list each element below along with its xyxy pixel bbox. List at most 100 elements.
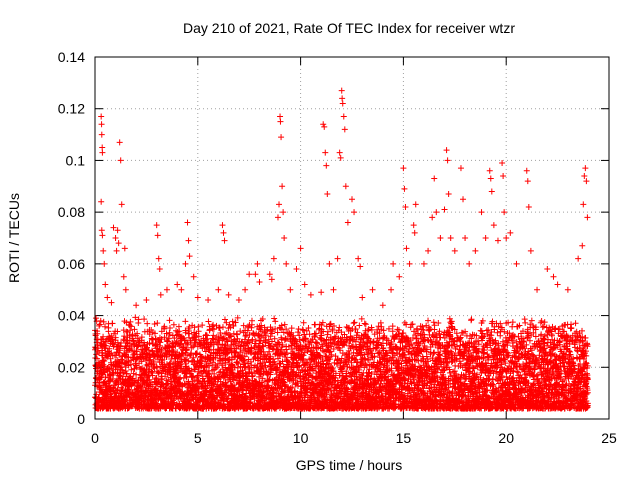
- data-point: [157, 339, 164, 346]
- data-point: [300, 327, 307, 334]
- data-point: [100, 318, 107, 325]
- data-point: [284, 358, 291, 365]
- data-point: [150, 358, 157, 365]
- data-point: [100, 333, 107, 340]
- data-point: [271, 315, 278, 322]
- data-point: [156, 369, 163, 376]
- data-point: [152, 335, 159, 342]
- data-point: [161, 323, 168, 330]
- data-point: [127, 318, 134, 325]
- data-point: [118, 340, 125, 347]
- data-point: [299, 326, 306, 333]
- data-point: [151, 330, 158, 337]
- data-point: [351, 319, 358, 326]
- data-point: [108, 388, 115, 395]
- data-point: [126, 332, 133, 339]
- data-point: [161, 334, 168, 341]
- data-point: [166, 325, 173, 332]
- data-point: [97, 317, 104, 324]
- data-point: [234, 359, 241, 366]
- data-point: [163, 330, 170, 337]
- data-point: [300, 319, 307, 326]
- data-point: [149, 348, 156, 355]
- data-point: [272, 318, 279, 325]
- data-point: [93, 391, 100, 398]
- data-point: [148, 368, 155, 375]
- data-points: [92, 87, 591, 412]
- data-point: [358, 315, 365, 322]
- data-point: [122, 367, 129, 374]
- data-point: [294, 329, 301, 336]
- data-point: [350, 320, 357, 327]
- data-point: [154, 320, 161, 327]
- data-point: [169, 386, 176, 393]
- data-point: [138, 354, 145, 361]
- data-point: [146, 331, 153, 338]
- data-point: [119, 373, 126, 380]
- data-point: [120, 336, 127, 343]
- data-point: [182, 318, 189, 325]
- chart-title: Day 210 of 2021, Rate Of TEC Index for r…: [183, 20, 515, 36]
- data-point: [127, 327, 134, 334]
- data-point: [166, 317, 173, 324]
- data-point: [219, 324, 226, 331]
- data-point: [205, 318, 212, 325]
- data-point: [105, 328, 112, 335]
- data-point: [113, 377, 120, 384]
- data-point: [141, 316, 148, 323]
- data-point: [176, 328, 183, 335]
- data-point: [97, 385, 104, 392]
- data-point: [134, 355, 141, 362]
- data-point: [108, 350, 115, 357]
- data-point: [96, 321, 103, 328]
- data-point: [164, 337, 171, 344]
- data-point: [135, 316, 142, 323]
- data-point: [362, 321, 369, 328]
- data-point: [149, 372, 156, 379]
- data-point: [281, 321, 288, 328]
- data-point: [170, 347, 177, 354]
- data-point: [114, 328, 121, 335]
- data-point: [165, 335, 172, 342]
- data-point: [131, 326, 138, 333]
- data-point: [121, 333, 128, 340]
- data-point: [146, 340, 153, 347]
- data-point: [133, 364, 140, 371]
- data-point: [146, 376, 153, 383]
- data-point: [102, 323, 108, 330]
- data-point: [111, 330, 118, 337]
- data-point: [147, 379, 154, 386]
- data-point: [120, 327, 127, 334]
- data-point: [430, 319, 437, 326]
- data-point: [158, 346, 165, 353]
- data-point: [314, 340, 321, 347]
- data-point: [129, 331, 136, 338]
- data-point: [126, 322, 133, 329]
- data-point: [97, 365, 104, 372]
- data-point: [166, 331, 173, 338]
- data-point: [356, 322, 363, 329]
- data-point: [170, 321, 177, 328]
- data-point: [134, 330, 141, 337]
- data-point: [106, 345, 113, 352]
- data-point: [175, 369, 182, 376]
- data-point: [361, 320, 368, 327]
- data-point: [151, 321, 158, 328]
- data-point: [96, 394, 103, 401]
- data-point: [147, 354, 154, 361]
- data-point: [194, 350, 201, 357]
- data-point: [267, 327, 274, 334]
- data-point: [221, 316, 228, 323]
- data-point: [110, 369, 117, 376]
- data-point: [164, 380, 171, 387]
- data-point: [95, 345, 102, 352]
- data-point: [93, 351, 100, 358]
- data-point: [117, 370, 124, 377]
- data-point: [163, 353, 170, 360]
- data-point: [237, 328, 244, 335]
- data-point: [401, 319, 408, 326]
- data-point: [103, 342, 110, 349]
- data-point: [123, 348, 130, 355]
- data-point: [144, 320, 151, 327]
